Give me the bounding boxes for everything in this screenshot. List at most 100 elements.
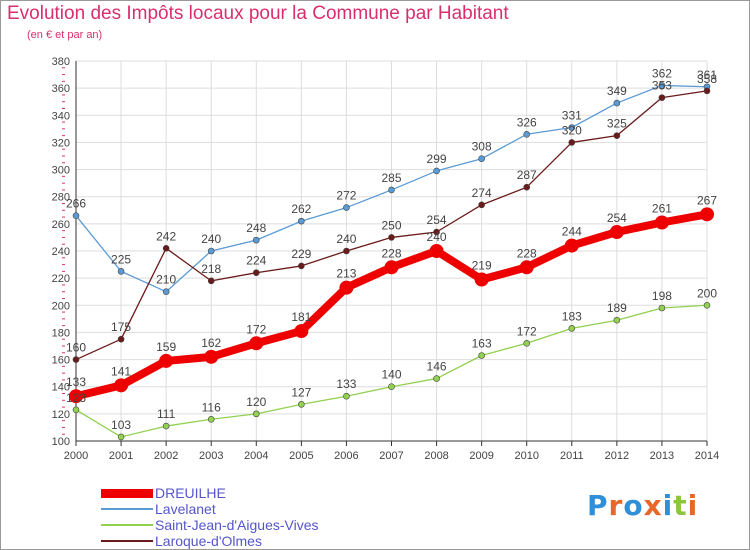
data-point-saint-jean-d-aigues-vives [162,422,170,430]
data-point-dreuilhe [474,272,489,287]
data-point-dreuilhe [114,378,129,393]
data-label-dreuilhe: 261 [652,202,672,216]
grid-lines [75,60,708,442]
series-lines [69,82,714,441]
data-point-lavelanet [388,186,395,194]
logo-letter: r [608,489,624,522]
y-tick-label: 320 [52,137,70,149]
chart-title: Evolution des Impôts locaux pour la Comm… [7,3,509,24]
data-point-dreuilhe [609,225,624,239]
data-label-laroque-d-olmes: 229 [291,247,311,261]
y-tick-label: 340 [52,110,70,122]
data-label-laroque-d-olmes: 320 [562,123,582,137]
data-label-lavelanet: 349 [607,84,627,98]
data-point-lavelanet [207,247,215,255]
legend-item-saint-jean-d-aigues-vives: Saint-Jean-d'Aigues-Vives [101,517,319,533]
data-label-saint-jean-d-aigues-vives: 183 [562,309,582,323]
data-point-laroque-d-olmes [523,183,531,191]
data-point-laroque-d-olmes [433,228,440,236]
data-point-laroque-d-olmes [343,247,350,255]
data-label-laroque-d-olmes: 240 [336,232,356,246]
data-label-saint-jean-d-aigues-vives: 200 [697,286,717,300]
data-point-saint-jean-d-aigues-vives [433,375,440,382]
data-point-laroque-d-olmes [568,139,576,146]
x-tick-label: 2004 [244,450,268,462]
data-point-saint-jean-d-aigues-vives [343,392,350,400]
y-tick-label: 380 [52,56,70,68]
data-point-laroque-d-olmes [252,269,260,277]
data-label-saint-jean-d-aigues-vives: 116 [202,400,221,414]
logo-letter: i [687,489,699,522]
data-label-lavelanet: 248 [246,221,266,235]
legend-swatch [101,524,153,526]
data-point-lavelanet [117,268,125,275]
data-label-saint-jean-d-aigues-vives: 127 [291,385,311,399]
x-tick-label: 2007 [379,450,403,462]
logo-letter: x [643,489,663,522]
x-tick-label: 2002 [154,450,178,462]
axes: 100 120 140 160 180 200 220 240 260 280 300 320 340 3… [52,56,720,462]
data-label-saint-jean-d-aigues-vives: 189 [607,301,627,315]
proxiti-logo: Proxiti [587,489,698,522]
data-label-dreuilhe: 228 [381,246,401,260]
data-point-dreuilhe [429,244,444,258]
data-point-laroque-d-olmes [207,277,215,285]
legend-swatch [101,488,153,498]
data-point-saint-jean-d-aigues-vives [72,406,80,414]
legend-swatch [101,508,153,510]
legend-label: DREUILHE [155,485,226,501]
data-label-lavelanet: 361 [697,68,717,82]
data-label-lavelanet: 272 [336,189,356,203]
data-label-dreuilhe: 254 [607,211,627,225]
data-label-dreuilhe: 162 [201,336,221,350]
y-tick-label: 240 [52,246,70,258]
data-point-dreuilhe [384,260,399,275]
y-tick-label: 220 [52,273,70,285]
data-label-dreuilhe: 219 [472,259,492,273]
y-tick-label: 180 [52,327,70,339]
data-point-dreuilhe [294,324,309,339]
data-label-lavelanet: 308 [472,140,492,154]
x-tick-label: 2001 [109,450,133,462]
data-point-dreuilhe [159,353,174,368]
x-tick-label: 2010 [514,450,538,462]
data-point-lavelanet [343,204,350,211]
data-label-laroque-d-olmes: 242 [156,229,176,243]
legend-swatch [101,540,153,542]
data-label-laroque-d-olmes: 358 [697,72,717,86]
data-label-laroque-d-olmes: 274 [472,186,492,200]
data-label-laroque-d-olmes: 353 [652,79,672,93]
legend-item-dreuilhe: DREUILHE [101,485,319,501]
x-tick-label: 2005 [289,450,313,462]
x-tick-label: 2011 [560,450,584,462]
data-label-dreuilhe: 159 [156,340,176,354]
legend-label: Laroque-d'Olmes [155,533,262,549]
data-label-laroque-d-olmes: 250 [381,218,401,232]
x-tick-label: 2000 [64,450,88,462]
data-label-lavelanet: 362 [652,66,672,80]
legend: DREUILHE Lavelanet Saint-Jean-d'Aigues-Viv… [101,485,319,549]
data-label-saint-jean-d-aigues-vives: 140 [381,368,401,382]
data-label-saint-jean-d-aigues-vives: 163 [472,337,492,351]
data-point-dreuilhe [339,280,354,295]
data-point-lavelanet [613,99,621,107]
data-point-laroque-d-olmes [162,244,170,252]
data-point-laroque-d-olmes [613,132,621,139]
data-label-dreuilhe: 181 [291,310,311,324]
logo-letter: i [662,489,674,522]
data-point-saint-jean-d-aigues-vives [523,339,531,347]
x-tick-label: 2009 [469,450,493,462]
data-label-lavelanet: 299 [427,152,447,166]
data-label-dreuilhe: 240 [427,230,447,244]
data-label-saint-jean-d-aigues-vives: 146 [427,360,447,374]
y-tick-label: 360 [52,83,70,95]
data-label-lavelanet: 285 [381,171,401,185]
data-point-dreuilhe [564,238,579,253]
y-tick-label: 260 [52,219,70,231]
logo-letter: P [587,489,609,522]
data-label-dreuilhe: 267 [697,193,717,207]
y-tick-label: 300 [52,165,70,177]
data-point-dreuilhe [69,389,83,404]
data-label-lavelanet: 210 [156,273,176,287]
